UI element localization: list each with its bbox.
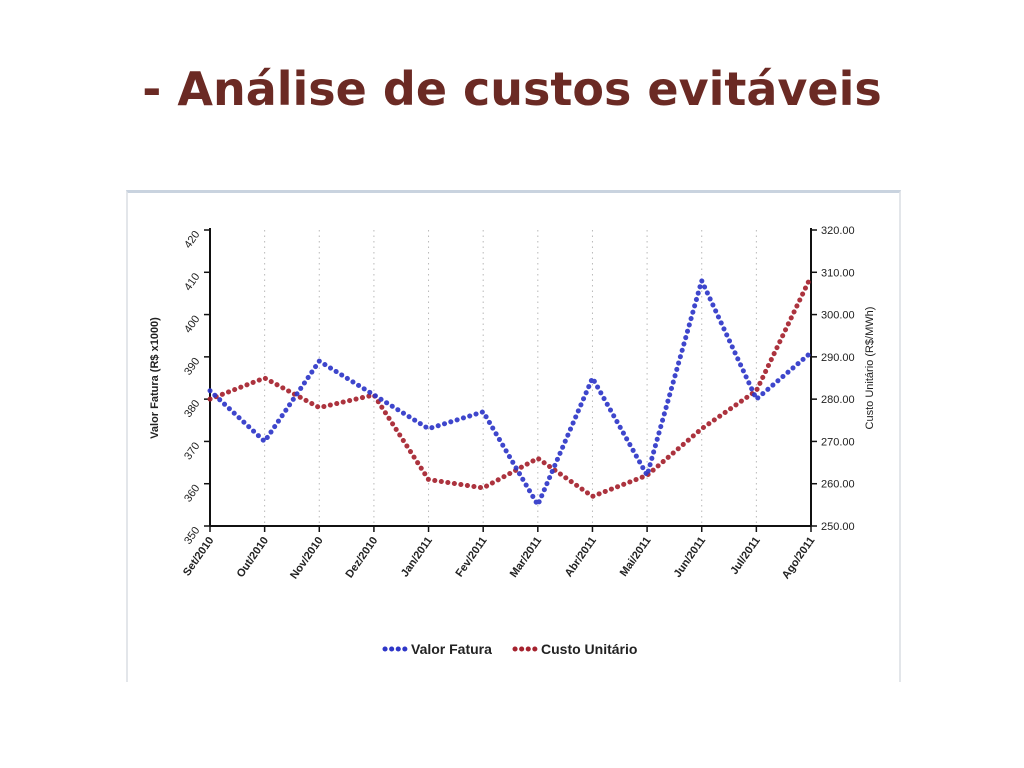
legend-label: Valor Fatura xyxy=(411,641,492,657)
legend-item: Valor Fatura xyxy=(382,641,492,657)
y-left-tick-label: 360 xyxy=(182,483,202,505)
series-line-custo-unitário xyxy=(207,274,814,499)
y-right-axis-title: Custo Unitário (R$/MWh) xyxy=(864,307,876,430)
x-tick-label: Mar/2011 xyxy=(508,535,544,580)
chart-panel: 350 360 370 380 390 400 410 420 250.00 260.00 270.… xyxy=(126,190,901,682)
x-tick-label: Out/2010 xyxy=(235,535,271,580)
y-left-axis-title: Valor Fatura (R$ x1000) xyxy=(149,317,161,439)
grid-lines xyxy=(264,230,757,526)
y-right-tick-label: 290.00 xyxy=(821,352,855,364)
series-lines xyxy=(207,274,814,508)
series-line-valor-fatura xyxy=(207,278,814,508)
y-right-tick-label: 310.00 xyxy=(821,267,855,279)
y-left-tick-label: 370 xyxy=(182,440,202,462)
x-tick-label: Dez/2010 xyxy=(344,535,381,580)
x-tick-label: Fev/2011 xyxy=(453,535,489,579)
legend-item: Custo Unitário xyxy=(512,641,637,657)
legend-label: Custo Unitário xyxy=(541,641,637,657)
slide-title: - Análise de custos evitáveis xyxy=(142,62,882,116)
x-tick-label: Nov/2010 xyxy=(288,535,326,581)
x-tick-label: Ago/2011 xyxy=(780,535,818,581)
y-right-tick-label: 320.00 xyxy=(821,225,855,237)
axes xyxy=(204,228,817,532)
y-left-tick-label: 400 xyxy=(182,313,202,335)
y-right-tick-label: 280.00 xyxy=(821,394,855,406)
tick-labels: 350360370380390400410420250.00260.00270.… xyxy=(149,225,876,581)
x-tick-label: Jan/2011 xyxy=(399,535,435,579)
y-left-tick-label: 410 xyxy=(182,271,202,293)
legend: Valor Fatura Custo Unitário xyxy=(382,641,637,657)
y-right-tick-label: 250.00 xyxy=(821,521,855,533)
y-right-tick-label: 260.00 xyxy=(821,479,855,491)
x-tick-label: Jul/2011 xyxy=(728,535,762,577)
y-left-tick-label: 420 xyxy=(182,229,202,251)
y-left-tick-label: 390 xyxy=(182,356,202,378)
y-left-tick-label: 380 xyxy=(182,398,202,420)
y-right-tick-label: 270.00 xyxy=(821,436,855,448)
line-chart: 350360370380390400410420250.00260.00270.… xyxy=(149,225,876,657)
y-right-tick-label: 300.00 xyxy=(821,310,855,322)
x-tick-label: Abr/2011 xyxy=(563,535,599,579)
x-tick-label: Jun/2011 xyxy=(672,535,708,580)
x-tick-label: Mai/2011 xyxy=(618,535,654,579)
